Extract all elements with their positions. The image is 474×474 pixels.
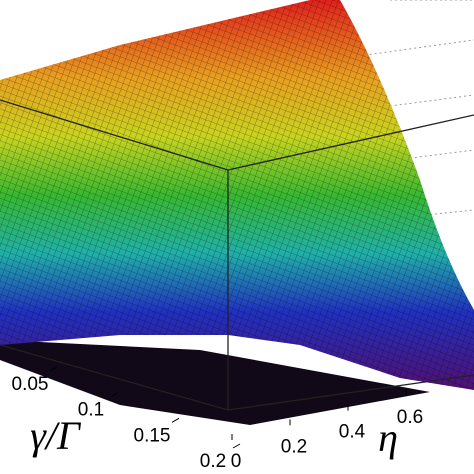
x-tick-label: 0.2 bbox=[200, 451, 226, 472]
surface-mesh bbox=[0, 0, 474, 390]
background-grid bbox=[329, 0, 474, 216]
x-axis-label: γ/Γ bbox=[30, 413, 82, 458]
x-tick bbox=[232, 443, 241, 449]
x-tick-label: 0.1 bbox=[78, 400, 104, 421]
y-tick-label: 0.4 bbox=[339, 422, 366, 443]
box-edges bbox=[0, 99, 474, 411]
y-tick-label: 0.2 bbox=[281, 436, 307, 457]
y-tick-label: 0.6 bbox=[397, 407, 423, 428]
x-tick-label: 0.05 bbox=[12, 374, 49, 395]
y-axis-label: η bbox=[378, 415, 398, 460]
x-tick bbox=[110, 392, 119, 398]
x-tick bbox=[171, 417, 180, 423]
y-tick-label: 0 bbox=[231, 451, 242, 472]
surface-shadow bbox=[0, 340, 430, 425]
x-tick-label: 0.15 bbox=[134, 425, 171, 446]
x-tick bbox=[49, 366, 58, 372]
axes: 0.050.10.150.2 00.20.40.6 bbox=[12, 366, 423, 472]
